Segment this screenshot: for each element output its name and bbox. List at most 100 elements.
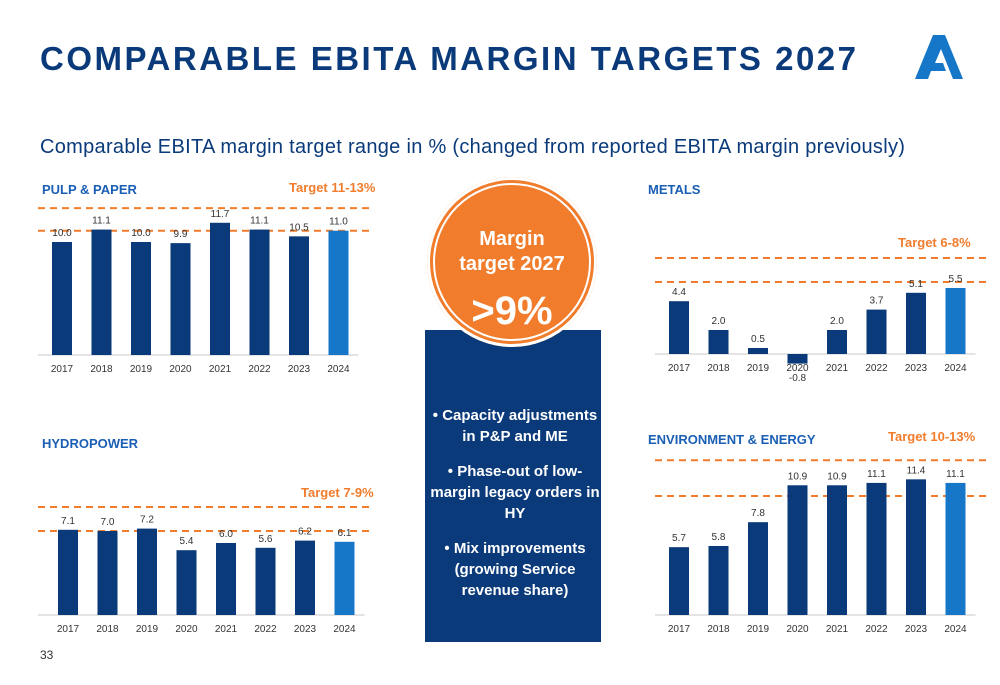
value-label-2021: 11.7 — [211, 209, 230, 220]
category-label-2024: 2024 — [333, 624, 356, 635]
value-label-2024: 11.0 — [329, 217, 348, 228]
category-label-2017: 2017 — [668, 363, 691, 374]
bar-2019 — [748, 348, 768, 354]
page-number: 33 — [40, 648, 54, 662]
category-label-2018: 2018 — [96, 624, 119, 635]
metals-title: METALS — [648, 182, 701, 197]
value-label-2022: 11.1 — [867, 469, 886, 480]
initiative-item: • Capacity adjustments in P&P and ME — [432, 407, 598, 445]
bar-2023 — [906, 292, 926, 354]
value-label-2019: 10.0 — [131, 228, 151, 239]
pulp-paper-chart: 10.0 2017 11.1 2018 10.0 2019 9.9 2020 11.7 2021 1… — [38, 207, 370, 375]
env-energy-chart: 5.7 2017 5.8 2018 7.8 2019 10.9 2020 10.9 2021 11.… — [655, 459, 987, 635]
bar-2018 — [708, 330, 729, 354]
value-label-2022: 3.7 — [870, 296, 884, 307]
bar-2017 — [52, 242, 72, 355]
bar-2024 — [328, 230, 349, 355]
value-label-2020: -0.8 — [789, 373, 807, 384]
initiatives-list: • Capacity adjustments in P&P and ME • P… — [430, 405, 600, 615]
bar-2019 — [137, 528, 157, 615]
bar-2024 — [334, 541, 355, 615]
bar-2023 — [289, 236, 309, 355]
value-label-2021: 10.9 — [827, 471, 847, 482]
env-energy-title: ENVIRONMENT & ENERGY — [648, 432, 816, 447]
value-label-2021: 6.0 — [219, 529, 233, 540]
category-label-2020: 2020 — [169, 364, 192, 375]
category-label-2021: 2021 — [209, 364, 232, 375]
category-label-2017: 2017 — [668, 624, 691, 635]
bar-2020 — [787, 485, 808, 615]
category-label-2019: 2019 — [747, 363, 770, 374]
circle-line1: Margin — [479, 228, 545, 250]
value-label-2024: 11.1 — [946, 469, 965, 480]
page-title: COMPARABLE EBITA MARGIN TARGETS 2027 — [40, 40, 859, 77]
hydropower-target: Target 7-9% — [301, 485, 374, 500]
bar-2021 — [216, 543, 236, 615]
value-label-2019: 7.2 — [140, 515, 154, 526]
bar-2020 — [170, 243, 191, 355]
category-label-2018: 2018 — [707, 624, 730, 635]
value-label-2017: 10.0 — [52, 228, 72, 239]
category-label-2023: 2023 — [905, 363, 928, 374]
category-label-2022: 2022 — [865, 363, 888, 374]
bar-2022 — [866, 309, 887, 354]
value-label-2024: 5.5 — [949, 274, 963, 285]
initiative-text: Phase-out of low-margin legacy orders in… — [430, 463, 600, 522]
bar-2022 — [249, 229, 270, 355]
margin-target-circle: Margin target 2027 >9% — [427, 177, 597, 347]
category-label-2023: 2023 — [294, 624, 317, 635]
category-label-2022: 2022 — [248, 364, 271, 375]
circle-ring — [433, 183, 591, 341]
value-label-2022: 5.6 — [259, 534, 273, 545]
value-label-2023: 10.5 — [289, 222, 309, 233]
category-label-2021: 2021 — [826, 624, 849, 635]
category-label-2024: 2024 — [944, 624, 967, 635]
circle-line2: target 2027 — [459, 253, 565, 275]
category-label-2019: 2019 — [747, 624, 770, 635]
bar-2021 — [827, 330, 847, 354]
bar-2020 — [787, 354, 808, 364]
bar-2022 — [866, 482, 887, 615]
hydropower-chart: 7.1 2017 7.0 2018 7.2 2019 5.4 2020 6.0 2021 5.6 20… — [38, 506, 370, 635]
value-label-2018: 5.8 — [712, 532, 726, 543]
company-logo — [915, 35, 963, 79]
metals-target: Target 6-8% — [898, 235, 971, 250]
value-label-2023: 6.2 — [298, 527, 312, 538]
value-label-2023: 5.1 — [909, 279, 923, 290]
initiative-item: • Phase-out of low-margin legacy orders … — [430, 463, 600, 522]
initiative-item: • Mix improvements (growing Service reve… — [444, 540, 586, 599]
value-label-2021: 2.0 — [830, 316, 844, 327]
center-panel — [425, 330, 601, 642]
hydropower-title: HYDROPOWER — [42, 436, 139, 451]
bar-2019 — [131, 242, 151, 355]
bar-2024 — [945, 288, 966, 354]
bar-2020 — [176, 550, 197, 615]
category-label-2020: 2020 — [786, 363, 809, 374]
category-label-2021: 2021 — [215, 624, 238, 635]
category-label-2020: 2020 — [175, 624, 198, 635]
value-label-2022: 11.1 — [250, 216, 269, 227]
bar-2018 — [97, 531, 118, 615]
bar-2024 — [945, 482, 966, 615]
initiative-text: Mix improvements (growing Service revenu… — [453, 540, 586, 599]
circle-heading: Margin target 2027 — [427, 227, 597, 277]
category-label-2018: 2018 — [90, 364, 113, 375]
category-label-2019: 2019 — [136, 624, 159, 635]
category-label-2024: 2024 — [327, 364, 350, 375]
value-label-2018: 7.0 — [101, 517, 115, 528]
initiative-text: Capacity adjustments in P&P and ME — [442, 407, 598, 445]
value-label-2019: 0.5 — [751, 334, 765, 345]
category-label-2017: 2017 — [51, 364, 74, 375]
category-label-2023: 2023 — [905, 624, 928, 635]
bar-2023 — [906, 479, 926, 615]
margin-target-value: >9% — [471, 289, 553, 333]
category-label-2022: 2022 — [254, 624, 277, 635]
bar-2023 — [295, 540, 315, 615]
page-subtitle: Comparable EBITA margin target range in … — [40, 136, 906, 158]
bar-2017 — [58, 529, 78, 615]
value-label-2020: 10.9 — [788, 471, 808, 482]
category-label-2022: 2022 — [865, 624, 888, 635]
category-label-2023: 2023 — [288, 364, 311, 375]
value-label-2017: 5.7 — [672, 533, 686, 544]
